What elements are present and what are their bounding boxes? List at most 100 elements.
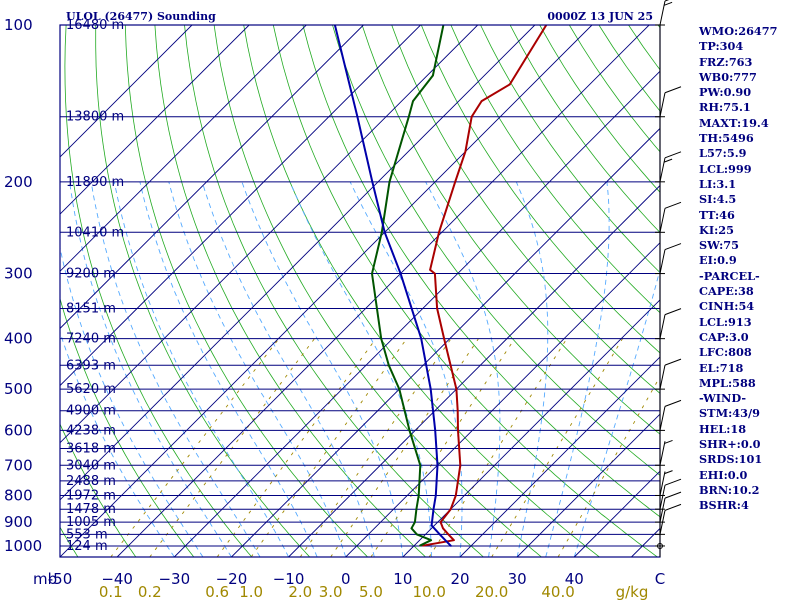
- wind-barb: [655, 0, 673, 26]
- pressure-tick-label: 900: [4, 513, 33, 531]
- mixing-ratio-label: 10.0: [412, 583, 445, 600]
- station-title: ULOL (26477) Sounding: [66, 10, 216, 23]
- dry-adiabat-line: [60, 423, 137, 557]
- moist-adiabat-line: [113, 181, 289, 557]
- height-level-label: 2488 m: [66, 474, 116, 489]
- temperature-data-point: [438, 231, 440, 234]
- isotherm-line: [516, 413, 660, 557]
- index-item: SRDS:101: [699, 452, 763, 467]
- index-item: L57:5.9: [699, 146, 747, 161]
- mixing-ratio-line: [299, 338, 452, 557]
- height-level-label: 3040 m: [66, 458, 116, 473]
- mixing-ratio-label: 20.0: [475, 583, 508, 600]
- height-level-label: 5620 m: [66, 382, 116, 397]
- temperature-data-point: [429, 269, 431, 271]
- index-item: TP:304: [699, 39, 744, 54]
- mixing-ratio-label: 0.1: [99, 583, 123, 600]
- temperature-data-point: [464, 150, 467, 153]
- moist-adiabat-line: [515, 181, 549, 557]
- index-item: RH:75.1: [699, 100, 751, 115]
- index-item: EL:718: [699, 360, 744, 375]
- dry-adiabat-line: [272, 25, 658, 557]
- temperature-data-point: [439, 521, 442, 523]
- height-level-label: 11890 m: [66, 175, 124, 190]
- dewpoint-data-point: [432, 74, 434, 77]
- isotherm-line: [60, 25, 536, 501]
- isotherm-line: [345, 242, 660, 557]
- parcel-data-point: [356, 115, 359, 118]
- index-item: CINH:54: [699, 299, 755, 314]
- dewpoint-data-point: [412, 100, 414, 102]
- index-item: SI:4.5: [699, 192, 737, 207]
- pressure-tick-label: 1000: [4, 537, 42, 555]
- dewpoint-data-point: [410, 527, 413, 530]
- dewpoint-data-point: [416, 533, 418, 536]
- mixing-ratio-line: [110, 338, 280, 557]
- mixing-ratio-line: [557, 375, 660, 557]
- dry-adiabat-line: [213, 25, 542, 557]
- mixing-ratio-label: 5.0: [359, 583, 383, 600]
- temperature-data-point: [436, 307, 438, 310]
- dry-adiabat-line: [450, 25, 660, 314]
- height-level-label: 3618 m: [66, 441, 116, 456]
- moist-adiabat-line: [168, 181, 347, 557]
- parcel-data-point: [420, 337, 423, 340]
- dewpoint-data-point: [417, 494, 420, 497]
- isotherm-line: [231, 127, 660, 557]
- temperature-data-point: [442, 527, 444, 530]
- pressure-tick-label: 300: [4, 265, 33, 283]
- wind-barb: [655, 478, 682, 510]
- mixing-ratio-line: [330, 338, 479, 557]
- parcel-data-point: [439, 533, 441, 536]
- parcel-data-point: [383, 231, 386, 234]
- index-item: EHI:0.0: [699, 467, 748, 482]
- wind-barb: [655, 86, 682, 118]
- isotherm-line: [459, 356, 660, 557]
- pressure-tick-label: 400: [4, 330, 33, 348]
- height-level-label: 4900 m: [66, 404, 116, 419]
- mixing-ratio-line: [216, 338, 377, 557]
- dewpoint-data-point: [430, 539, 432, 541]
- parcel-data-point: [429, 388, 432, 390]
- temperature-data-point: [456, 409, 459, 412]
- mixing-ratio-label: 3.0: [319, 583, 343, 600]
- dewpoint-data-point: [408, 429, 411, 432]
- parcel-data-point: [371, 181, 374, 183]
- dry-adiabat-line: [391, 25, 660, 394]
- dry-adiabat-line: [361, 25, 660, 435]
- moist-adiabat-line: [573, 267, 660, 557]
- dry-adiabat-line: [480, 25, 660, 274]
- dry-adiabat-line: [302, 25, 660, 518]
- moist-adiabat-line: [60, 330, 175, 557]
- index-item: LI:3.1: [699, 176, 737, 191]
- temperature-tick-label: 10: [393, 570, 412, 588]
- parcel-data-point: [399, 272, 402, 275]
- parcel-data-point: [444, 539, 447, 541]
- dewpoint-data-point: [380, 337, 383, 340]
- dewpoint-data-point: [371, 272, 373, 275]
- temperature-data-point: [470, 115, 473, 118]
- height-level-label: 553 m: [66, 527, 108, 542]
- temperature-unit-label: C: [655, 570, 665, 588]
- temperature-data-point: [443, 337, 445, 340]
- mixing-ratio-label: 0.6: [205, 583, 229, 600]
- index-item: MPL:588: [699, 375, 756, 390]
- index-item: TT:46: [699, 207, 735, 222]
- moist-adiabat-line: [69, 181, 232, 557]
- moist-adiabat-line: [60, 245, 204, 557]
- height-level-label: 1005 m: [66, 515, 116, 530]
- wind-barb: [655, 308, 682, 340]
- wind-barb: [655, 243, 682, 275]
- mixing-ratio-unit-label: g/kg: [616, 583, 649, 600]
- temperature-data-point: [455, 388, 458, 390]
- temperature-tick-label: 40: [565, 570, 584, 588]
- mixing-ratio-label: 0.2: [138, 583, 162, 600]
- pressure-tick-label: 500: [4, 380, 33, 398]
- moist-adiabat-line: [349, 181, 463, 557]
- moist-adiabat-line: [201, 181, 375, 557]
- height-level-label: 4238 m: [66, 423, 116, 438]
- index-item: TH:5496: [699, 131, 754, 146]
- moist-adiabat-line: [545, 181, 610, 557]
- parcel-data-point: [432, 508, 435, 511]
